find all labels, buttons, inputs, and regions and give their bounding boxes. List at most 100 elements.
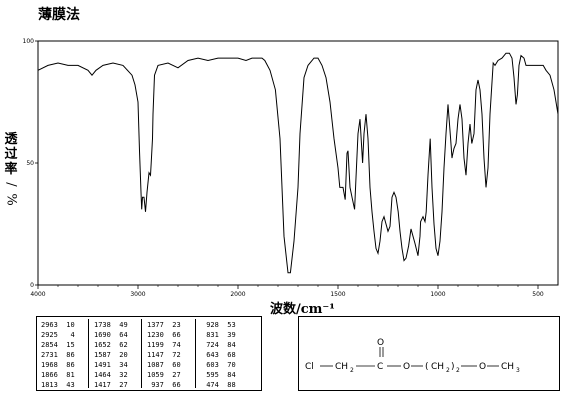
y-tick-label: 100 [23,38,35,45]
peak-transmittance: 32 [110,371,128,379]
peak-transmittance: 20 [110,351,128,359]
formula-carbonyl-o: O [377,338,384,348]
peak-wavenumber: 1230 [147,331,164,339]
peak-transmittance: 62 [110,341,128,349]
peak-wavenumber: 1738 [94,321,111,329]
peak-wavenumber: 2963 [41,321,58,329]
y-axis-label-char: 透 [4,132,18,147]
peak-wavenumber: 937 [147,381,164,389]
formula-subscript: 2 [350,367,354,374]
peak-table-separator [88,319,89,388]
peak-table-column: 928 53 831 39 724 84 643 68 603 70 595 8… [202,320,236,390]
x-tick-label: 1500 [330,291,345,298]
formula-ch3: CH [501,362,514,372]
peak-table-row: 603 70 [202,360,236,370]
formula-repeat-count: 2 [456,367,460,374]
y-tick-label: 0 [30,282,34,289]
peak-table-row: 1417 27 [94,380,128,390]
peak-table-row: 1587 20 [94,350,128,360]
peak-wavenumber: 643 [202,351,219,359]
peak-table-row: 1087 60 [147,360,181,370]
peak-table-row: 2731 86 [41,350,75,360]
peak-table-row: 724 84 [202,340,236,350]
formula-cl: Cl [305,362,314,372]
formula-ch2: CH [335,362,348,372]
peak-transmittance: 34 [110,361,128,369]
x-tick-label: 500 [532,291,544,298]
peak-transmittance: 49 [110,321,128,329]
peak-transmittance: 84 [218,341,236,349]
peak-table-row: 831 39 [202,330,236,340]
peak-table-separator [195,319,196,388]
peak-wavenumber: 831 [202,331,219,339]
structure-formula: Cl CH 2 C O O ( CH 2 ) 2 O CH 3 [305,338,520,374]
peak-transmittance: 27 [163,371,181,379]
peak-table-row: 1199 74 [147,340,181,350]
x-tick-label: 3000 [130,291,145,298]
peak-wavenumber: 1087 [147,361,164,369]
formula-paren-close: ) [451,362,455,372]
formula-ether-o: O [479,362,486,372]
peak-transmittance: 86 [57,361,75,369]
peak-transmittance: 60 [163,361,181,369]
peak-wavenumber: 474 [202,381,219,389]
peak-transmittance: 53 [218,321,236,329]
peak-table-separator [141,319,142,388]
formula-subscript: 2 [446,367,450,374]
peak-table-row: 1866 81 [41,370,75,380]
y-axis-label: 透过率 /% [4,132,19,207]
chart-title: 薄膜法 [38,7,80,23]
peak-table: 2963 10 2925 4 2854 15 2731 86 1968 86 1866 8… [36,316,262,391]
x-axis-label: 波数/cm⁻¹ [270,302,335,317]
formula-ester-o: O [403,362,410,372]
peak-table-row: 2963 10 [41,320,75,330]
peak-table-row: 643 68 [202,350,236,360]
peak-table-row: 1230 66 [147,330,181,340]
peak-wavenumber: 724 [202,341,219,349]
peak-table-row: 1464 32 [94,370,128,380]
peak-transmittance: 88 [218,381,236,389]
peak-table-row: 1059 27 [147,370,181,380]
peak-table-row: 1491 34 [94,360,128,370]
peak-table-row: 937 66 [147,380,181,390]
peak-wavenumber: 1968 [41,361,58,369]
peak-transmittance: 70 [218,361,236,369]
peak-transmittance: 74 [163,341,181,349]
peak-transmittance: 23 [163,321,181,329]
peak-wavenumber: 1417 [94,381,111,389]
peak-wavenumber: 1587 [94,351,111,359]
y-axis-label-char: 过 [4,147,18,162]
peak-table-column: 1738 49 1690 64 1652 62 1587 20 1491 34 1464 … [94,320,128,390]
peak-table-row: 474 88 [202,380,236,390]
y-tick-label: 50 [26,160,34,167]
peak-wavenumber: 1199 [147,341,164,349]
x-tick-label: 2000 [230,291,245,298]
peak-table-row: 1813 43 [41,380,75,390]
peak-wavenumber: 928 [202,321,219,329]
peak-wavenumber: 595 [202,371,219,379]
peak-table-row: 928 53 [202,320,236,330]
peak-transmittance: 66 [163,331,181,339]
peak-wavenumber: 1377 [147,321,164,329]
peak-table-column: 1377 23 1230 66 1199 74 1147 72 1087 60 1059 … [147,320,181,390]
peak-wavenumber: 1464 [94,371,111,379]
peak-transmittance: 39 [218,331,236,339]
peak-table-row: 1738 49 [94,320,128,330]
peak-table-row: 1968 86 [41,360,75,370]
plot-frame [37,40,559,286]
peak-transmittance: 86 [57,351,75,359]
peak-transmittance: 64 [110,331,128,339]
structure-formula-box: Cl CH 2 C O O ( CH 2 ) 2 O CH 3 [298,316,560,391]
y-axis-label-char: 率 [4,162,18,177]
peak-table-row: 1147 72 [147,350,181,360]
peak-transmittance: 68 [218,351,236,359]
peak-table-row: 595 84 [202,370,236,380]
peak-transmittance: 27 [110,381,128,389]
peak-transmittance: 15 [57,341,75,349]
peak-table-row: 2925 4 [41,330,75,340]
peak-wavenumber: 1866 [41,371,58,379]
spectrum-line [37,52,559,274]
peak-wavenumber: 1690 [94,331,111,339]
peak-transmittance: 43 [57,381,75,389]
